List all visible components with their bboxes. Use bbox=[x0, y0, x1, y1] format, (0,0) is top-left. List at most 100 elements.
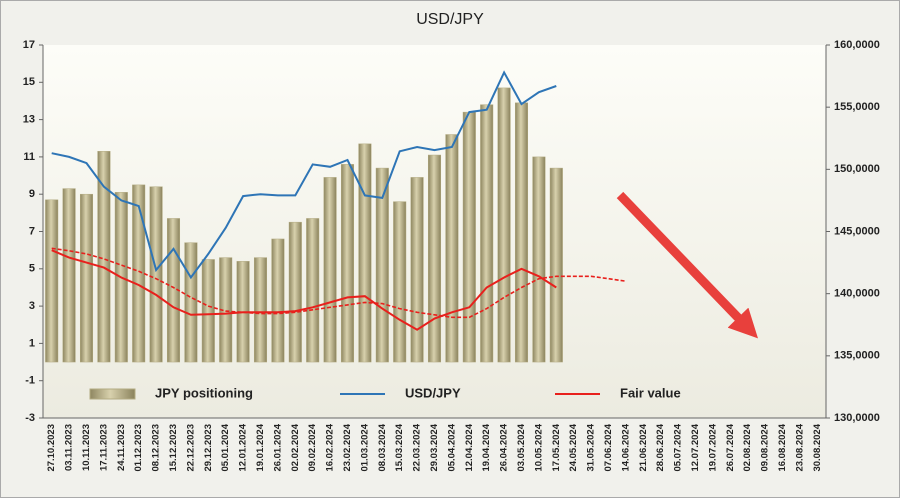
x-tick-label: 31.05.2024 bbox=[586, 423, 597, 471]
x-tick-label: 09.08.2024 bbox=[760, 423, 771, 471]
bar bbox=[79, 193, 94, 363]
x-tick-label: 12.01.2024 bbox=[238, 423, 249, 471]
bar bbox=[480, 104, 494, 363]
bar bbox=[462, 111, 476, 363]
x-tick-label: 10.05.2024 bbox=[533, 423, 544, 471]
bar bbox=[532, 156, 546, 363]
bar bbox=[184, 242, 198, 363]
legend-label: Fair value bbox=[620, 385, 681, 400]
x-tick-label: 21.06.2024 bbox=[638, 423, 649, 471]
bar bbox=[497, 87, 511, 363]
x-tick-label: 12.07.2024 bbox=[690, 423, 701, 471]
x-tick-label: 22.12.2023 bbox=[185, 424, 196, 472]
y-tick-label: 9 bbox=[29, 188, 35, 200]
x-tick-label: 16.02.2024 bbox=[325, 423, 336, 471]
bar bbox=[427, 154, 442, 363]
legend-label: USD/JPY bbox=[405, 385, 461, 400]
x-tick-label: 05.01.2024 bbox=[220, 423, 231, 471]
bar bbox=[97, 151, 111, 363]
bar bbox=[393, 201, 407, 363]
x-tick-label: 29.12.2023 bbox=[203, 424, 214, 472]
bar bbox=[445, 134, 459, 363]
x-tick-label: 12.04.2024 bbox=[464, 423, 475, 471]
bar bbox=[62, 188, 76, 363]
x-tick-label: 03.11.2023 bbox=[64, 424, 75, 471]
bar bbox=[358, 143, 372, 363]
x-tick-label: 22.03.2024 bbox=[412, 423, 423, 471]
bar bbox=[271, 238, 285, 363]
bar bbox=[514, 102, 529, 363]
x-tick-label: 09.02.2024 bbox=[307, 423, 318, 471]
arrow bbox=[616, 191, 758, 339]
y-tick-label: -3 bbox=[25, 412, 35, 424]
x-tick-label: 29.03.2024 bbox=[429, 423, 440, 471]
line bbox=[51, 70, 557, 280]
bar bbox=[340, 164, 355, 363]
y2-tick-label: 130,0000 bbox=[834, 412, 880, 424]
x-tick-label: 08.12.2023 bbox=[151, 424, 162, 472]
line bbox=[51, 249, 557, 331]
x-tick-label: 27.10.2023 bbox=[46, 424, 57, 472]
y-tick-label: 11 bbox=[23, 151, 35, 163]
y-tick-label: 13 bbox=[23, 114, 35, 126]
x-tick-label: 15.03.2024 bbox=[394, 423, 405, 471]
x-tick-label: 19.07.2024 bbox=[707, 423, 718, 471]
y2-tick-label: 145,0000 bbox=[834, 225, 880, 237]
x-tick-label: 02.08.2024 bbox=[742, 423, 753, 471]
bar bbox=[410, 177, 424, 363]
y-tick-label: 17 bbox=[23, 39, 35, 51]
y-tick-label: -1 bbox=[25, 375, 35, 387]
bar bbox=[375, 167, 389, 363]
x-tick-label: 02.02.2024 bbox=[290, 423, 301, 471]
x-tick-label: 30.08.2024 bbox=[812, 423, 823, 471]
x-tick-label: 23.08.2024 bbox=[794, 423, 805, 471]
bar bbox=[201, 259, 215, 363]
y2-tick-label: 150,0000 bbox=[834, 163, 880, 175]
bar bbox=[323, 177, 337, 363]
x-tick-label: 03.05.2024 bbox=[516, 423, 527, 471]
x-tick-label: 05.04.2024 bbox=[446, 423, 457, 471]
x-tick-label: 19.01.2024 bbox=[255, 423, 266, 471]
x-tick-label: 17.05.2024 bbox=[551, 423, 562, 471]
y-tick-label: 7 bbox=[29, 225, 35, 237]
y-tick-label: 1 bbox=[29, 337, 35, 349]
x-tick-label: 23.02.2024 bbox=[342, 423, 353, 471]
bar bbox=[219, 257, 233, 363]
y2-tick-label: 160,0000 bbox=[834, 39, 880, 51]
x-tick-label: 05.07.2024 bbox=[673, 423, 684, 471]
x-tick-label: 19.04.2024 bbox=[481, 423, 492, 471]
bar bbox=[149, 186, 163, 363]
x-tick-label: 17.11.2023 bbox=[98, 424, 109, 471]
y-tick-label: 15 bbox=[23, 76, 35, 88]
x-tick-label: 14.06.2024 bbox=[620, 423, 631, 471]
x-tick-label: 24.11.2023 bbox=[116, 424, 127, 471]
x-tick-label: 24.05.2024 bbox=[568, 423, 579, 471]
bar bbox=[549, 167, 563, 363]
y-tick-label: 5 bbox=[29, 263, 35, 275]
x-tick-label: 07.06.2024 bbox=[603, 423, 614, 471]
bar bbox=[132, 184, 146, 363]
legend-swatch bbox=[89, 388, 136, 400]
bar bbox=[45, 199, 59, 363]
x-tick-label: 01.12.2023 bbox=[133, 424, 144, 472]
bar bbox=[253, 257, 268, 363]
x-tick-label: 08.03.2024 bbox=[377, 423, 388, 471]
y2-tick-label: 155,0000 bbox=[834, 101, 880, 113]
bar bbox=[288, 221, 302, 363]
x-tick-label: 26.01.2024 bbox=[272, 423, 283, 471]
x-tick-label: 15.12.2023 bbox=[168, 424, 179, 472]
x-tick-label: 16.08.2024 bbox=[777, 423, 788, 471]
y2-tick-label: 135,0000 bbox=[834, 350, 880, 362]
bar bbox=[306, 218, 320, 363]
legend-label: JPY positioning bbox=[155, 385, 253, 400]
x-tick-label: 26.04.2024 bbox=[499, 423, 510, 471]
y-tick-label: 3 bbox=[29, 300, 35, 312]
x-tick-label: 26.07.2024 bbox=[725, 423, 736, 471]
x-tick-label: 01.03.2024 bbox=[359, 423, 370, 471]
chart-title: USD/JPY bbox=[416, 11, 484, 28]
dashed-line bbox=[51, 247, 627, 319]
x-tick-label: 28.06.2024 bbox=[655, 423, 666, 471]
y2-tick-label: 140,0000 bbox=[834, 288, 880, 300]
x-tick-label: 10.11.2023 bbox=[81, 424, 92, 471]
